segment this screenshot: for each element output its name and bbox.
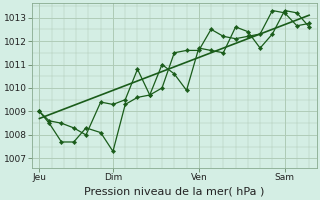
X-axis label: Pression niveau de la mer( hPa ): Pression niveau de la mer( hPa ) xyxy=(84,187,264,197)
